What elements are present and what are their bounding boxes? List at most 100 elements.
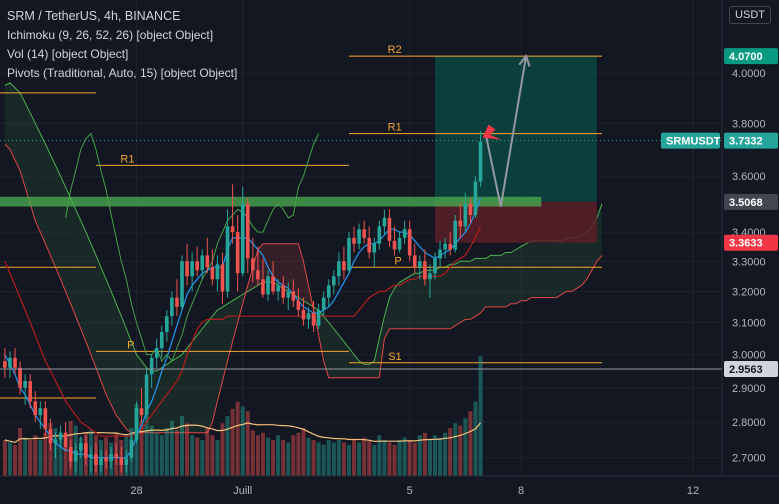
volume-bar [13,444,18,476]
cloud-segment [171,357,177,433]
candle-body [347,237,351,271]
cloud-segment [500,252,506,307]
cloud-segment [20,92,26,188]
volume-bar [266,437,271,476]
candle-body [423,261,427,280]
cloud-segment [166,361,172,433]
candle-body [84,443,88,458]
cloud-segment [450,264,456,329]
chart-legend: SRM / TetherUS, 4h, BINANCE Ichimoku (9,… [7,7,237,83]
cloud-segment [95,255,102,382]
candle-body [205,255,210,268]
volume-bar [301,428,306,476]
volume-bar [352,440,357,476]
candle-body [180,261,184,307]
volume-bar [407,440,412,476]
volume-legend[interactable]: Vol (14) [object Object] [7,47,129,61]
candle-body [225,226,230,292]
cloud-segment [455,261,461,326]
candle-body [412,255,417,268]
candle-body [402,229,407,238]
volume-bar [458,425,463,476]
volume-bar [427,440,432,476]
volume-bar [281,440,286,476]
candle-body [58,432,63,440]
cloud-segment [394,282,400,329]
volume-bar [190,435,195,476]
candle-body [230,226,235,233]
price-tick-label: 3.8000 [732,118,766,130]
candle-body [281,285,285,298]
cloud-segment [116,303,122,423]
time-tick-label: 12 [687,485,699,497]
candle-body [261,279,265,295]
price-tick-label: 3.6000 [732,171,766,183]
support-zone [0,196,542,207]
cloud-segment [70,198,76,317]
candle-body [114,454,119,458]
volume-bar [200,440,205,476]
candle-body [438,249,442,259]
candle-body [48,429,53,444]
cloud-segment [576,234,582,289]
cloud-segment [60,176,66,292]
price-tick-label: 2.9000 [732,383,766,395]
candle-body [13,357,17,368]
volume-bar [362,437,367,476]
projection-arrowhead [518,54,531,67]
volume-bar [28,440,33,476]
cloud-segment [40,133,46,244]
cloud-segment [262,243,269,283]
candle-body [448,243,452,250]
volume-bar [7,442,12,476]
candle-body [210,267,215,280]
volume-bar [210,435,215,476]
candle-body [185,261,189,277]
candle-body [296,300,301,310]
volume-bar [316,442,321,476]
pivot-label: R2 [388,44,402,56]
candle-body [407,229,412,256]
cloud-segment [202,322,208,433]
volume-bar [164,428,169,476]
price-tag-level [724,360,778,377]
volume-bar [33,435,38,476]
cloud-segment [333,328,339,378]
candle-body [170,297,174,317]
ichimoku-legend[interactable]: Ichimoku (9, 26, 52, 26) [object Object] [7,28,214,42]
candle-body [316,309,321,326]
price-axis-bg [722,0,779,504]
cloud-segment [470,258,476,320]
pivots-legend[interactable]: Pivots (Traditional, Auto, 15) [object O… [7,66,238,80]
candle-body [443,243,447,250]
volume-bar [392,444,397,476]
cloud-segment [374,338,380,378]
volume-bar [195,437,200,476]
price-tag-label: 3.5068 [729,197,763,209]
volume-bar [255,435,260,476]
volume-bar [336,440,341,476]
volume-bar [271,440,276,476]
cloud-segment [465,261,471,320]
volume-bar [276,435,281,476]
symbol-title[interactable]: SRM / TetherUS, 4h, BINANCE [7,9,181,23]
volume-bar [321,444,326,476]
price-tick-label: 3.1000 [732,318,766,330]
volume-bar [341,442,346,476]
candle-body [321,297,326,310]
volume-bar [331,442,336,476]
pivot-label: R1 [388,122,402,134]
volume-bar [174,430,179,476]
candle-body [382,217,387,227]
volume-bar [220,423,225,476]
currency-button[interactable]: USDT [729,6,771,24]
time-axis-bg [0,476,779,504]
candle-body [23,381,27,388]
candle-body [129,439,134,458]
cloud-segment [480,258,486,314]
price-tag-current [724,132,778,149]
candle-body [139,408,144,416]
cloud-segment [4,82,10,150]
cloud-segment [571,237,577,292]
